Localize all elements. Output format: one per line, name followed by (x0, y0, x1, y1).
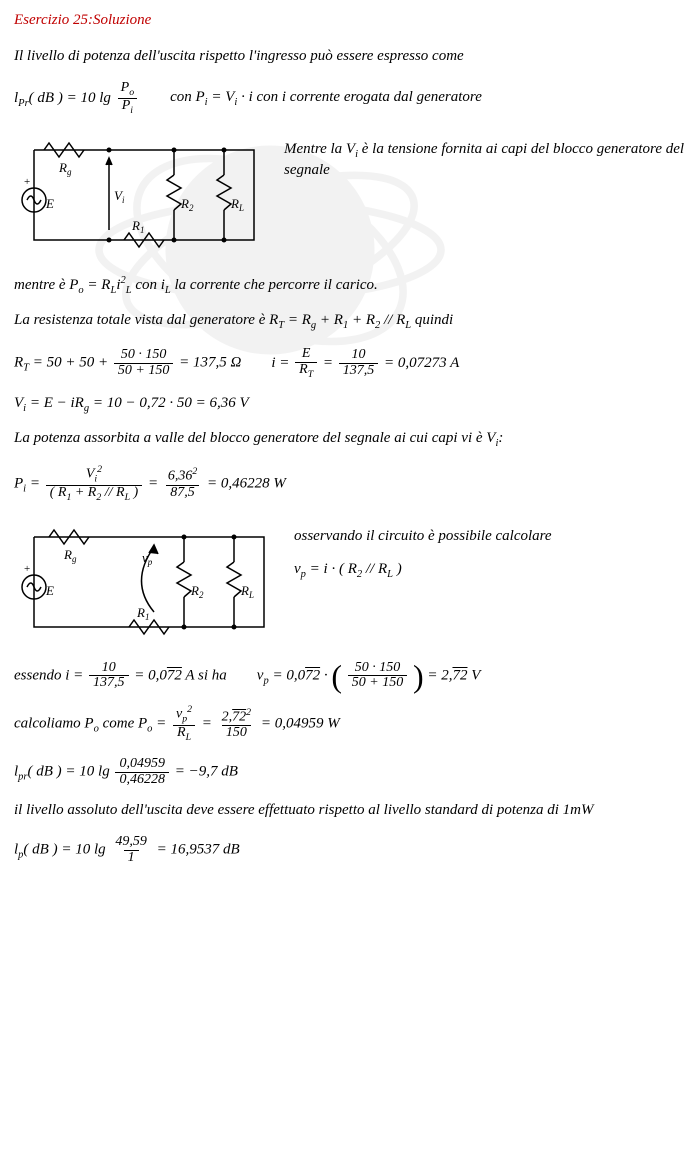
svg-text:+: + (24, 176, 30, 188)
svg-text:R1: R1 (136, 605, 149, 622)
svg-text:R1: R1 (131, 218, 144, 235)
svg-text:Rg: Rg (63, 547, 77, 564)
equation-6: calcoliamo Po come Po = vp2 RL = 2,722 1… (14, 705, 685, 743)
svg-text:Rg: Rg (58, 160, 72, 177)
equation-1: lPr( dB ) = 10 lg Po Pi con Pi = Vi · i … (14, 81, 685, 116)
side-text-1: Mentre la Vi è la tensione fornita ai ca… (284, 130, 685, 181)
paragraph-4: La potenza assorbita a valle del blocco … (14, 429, 685, 451)
paragraph-2: mentre è Po = RLi2L con iL la corrente c… (14, 274, 685, 298)
svg-text:Vi: Vi (114, 188, 125, 205)
svg-text:R2: R2 (180, 196, 194, 213)
svg-text:RL: RL (240, 583, 254, 600)
svg-text:+: + (24, 563, 30, 575)
equation-4: Pi = Vi2 ( R1 + R2 // RL ) = 6,36287,5 =… (14, 465, 685, 503)
svg-text:E: E (45, 196, 54, 211)
side-text-2: osservando il circuito è possibile calco… (294, 517, 552, 582)
exercise-title: Esercizio 25:Soluzione (14, 12, 685, 29)
circuit-diagram-1: + Rg E Vi R2 RL R1 (14, 130, 264, 260)
svg-text:R2: R2 (190, 583, 204, 600)
equation-8: lp( dB ) = 10 lg 49,591 = 16,9537 dB (14, 835, 685, 865)
equation-2: RT = 50 + 50 + 50 · 15050 + 150 = 137,5 … (14, 347, 685, 380)
svg-text:RL: RL (230, 196, 244, 213)
equation-5: essendo i = 10137,5 = 0,072 A si ha vp =… (14, 661, 685, 691)
svg-text:E: E (45, 583, 54, 598)
paragraph-1: Il livello di potenza dell'uscita rispet… (14, 47, 685, 67)
circuit-diagram-2: + Rg E vp R2 RL R1 (14, 517, 274, 647)
paragraph-3: La resistenza totale vista dal generator… (14, 311, 685, 333)
equation-7: lpr( dB ) = 10 lg 0,049590,46228 = −9,7 … (14, 757, 685, 787)
paragraph-5: il livello assoluto dell'uscita deve ess… (14, 801, 685, 821)
equation-3: Vi = E − iRg = 10 − 0,72 · 50 = 6,36 V (14, 394, 685, 416)
